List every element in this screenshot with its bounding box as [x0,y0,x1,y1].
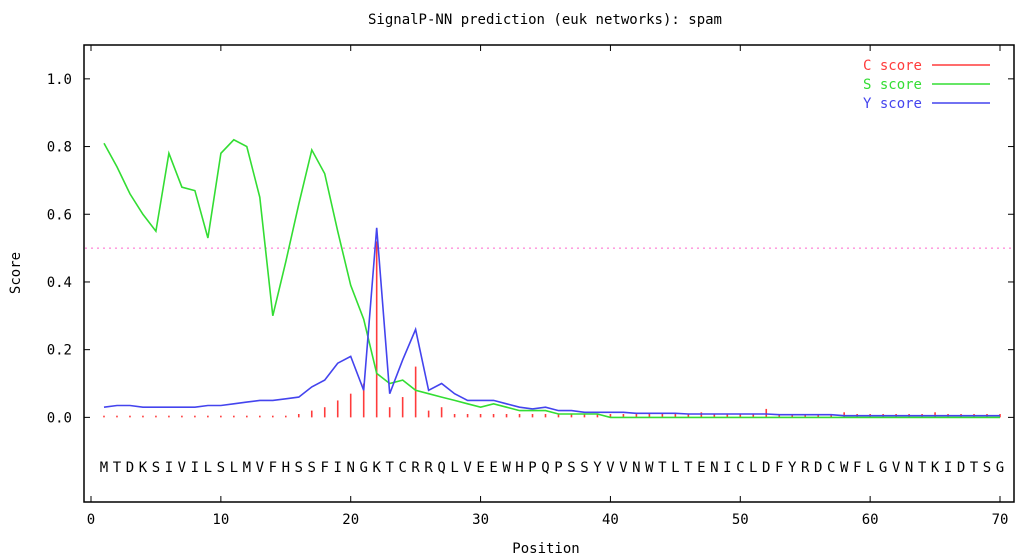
sequence-residue: D [814,460,822,476]
sequence-residue: Y [593,460,602,476]
y-tick-label-0.2: 0.2 [47,343,72,359]
sequence-residue: W [645,460,654,476]
sequence-residue: G [996,460,1004,476]
x-tick-label-20: 20 [342,512,359,528]
sequence-residue: V [463,460,472,476]
sequence-residue: T [113,460,122,476]
sequence-residue: I [334,460,342,476]
sequence-residue: C [736,460,744,476]
sequence-residue: I [165,460,173,476]
sequence-residue: T [385,460,394,476]
sequence-residue: H [282,460,290,476]
x-tick-label-50: 50 [732,512,749,528]
sequence-residue: R [424,460,433,476]
sequence-residue: D [126,460,134,476]
legend-label-y-score: Y score [863,96,922,112]
x-tick-label-70: 70 [992,512,1009,528]
sequence-residue: F [853,460,861,476]
sequence-residue: T [970,460,979,476]
x-tick-label-10: 10 [212,512,229,528]
sequence-residue: L [204,460,212,476]
sequence-residue: S [580,460,588,476]
y-tick-label-0: 0.0 [47,410,72,426]
x-axis-label: Position [512,541,579,557]
sequence-residue: T [658,460,667,476]
sequence-residue: P [528,460,536,476]
s-score-line [103,138,1000,419]
sequence-residue: S [567,460,575,476]
y-tick-label-0.6: 0.6 [47,207,72,223]
sequence-residue: L [866,460,874,476]
sequence-residue: V [892,460,901,476]
sequence-residue: L [450,460,458,476]
sequence-residue: K [139,460,148,476]
y-tick-label-0.4: 0.4 [47,275,72,291]
sequence-residue: L [671,460,679,476]
sequence-residue: C [398,460,406,476]
sequence-residue: V [178,460,187,476]
x-tick-label-60: 60 [862,512,879,528]
sequence-residue: L [749,460,757,476]
sequence-residue: S [983,460,991,476]
sequence-residue: S [295,460,303,476]
sequence-residue: I [723,460,731,476]
sequence-residue: V [619,460,628,476]
legend-label-s-score: S score [863,77,922,93]
sequence-residue: E [489,460,497,476]
sequence-residue: Y [788,460,797,476]
sequence-residue: W [502,460,511,476]
sequence-residue: H [515,460,523,476]
sequence-residue: D [762,460,770,476]
legend-label-c-score: C score [863,58,922,74]
sequence-residue: T [918,460,927,476]
sequence-residue: G [879,460,887,476]
plot-frame [83,44,1015,503]
sequence-residue: N [632,460,640,476]
y-axis-label: Score [8,252,24,294]
x-tick-label-40: 40 [602,512,619,528]
chart-title: SignalP-NN prediction (euk networks): sp… [368,12,722,28]
sequence-residue: E [476,460,484,476]
sequence-residue: E [697,460,705,476]
sequence-residue: K [931,460,940,476]
sequence-residue: G [359,460,367,476]
sequence-residue: W [840,460,849,476]
sequence-residue: F [775,460,783,476]
sequence-residue: M [243,460,251,476]
sequence-residue: D [957,460,965,476]
sequence-residue: K [372,460,381,476]
sequence-residue: S [217,460,225,476]
sequence-residue: R [801,460,810,476]
sequence-residue: R [411,460,420,476]
sequence-residue: P [554,460,562,476]
sequence-residue: M [100,460,108,476]
sequence-residue: S [308,460,316,476]
y-score-line [103,227,1000,417]
sequence-residue: Q [541,460,549,476]
sequence-residue: I [191,460,199,476]
sequence-residue: C [827,460,835,476]
sequence-residue: N [710,460,718,476]
sequence-residue: I [944,460,952,476]
sequence-residue: L [230,460,238,476]
x-tick-label-30: 30 [472,512,489,528]
y-tick-label-1: 1.0 [47,72,72,88]
x-tick-label-0: 0 [87,512,95,528]
sequence-residue: F [269,460,277,476]
y-tick-label-0.8: 0.8 [47,140,72,156]
sequence-residue: V [256,460,265,476]
sequence-residue: Q [437,460,445,476]
sequence-residue: N [346,460,354,476]
sequence-residue: S [152,460,160,476]
sequence-residue: N [905,460,913,476]
sequence-residue: T [684,460,693,476]
sequence-residue: V [606,460,615,476]
sequence-residue: F [321,460,329,476]
